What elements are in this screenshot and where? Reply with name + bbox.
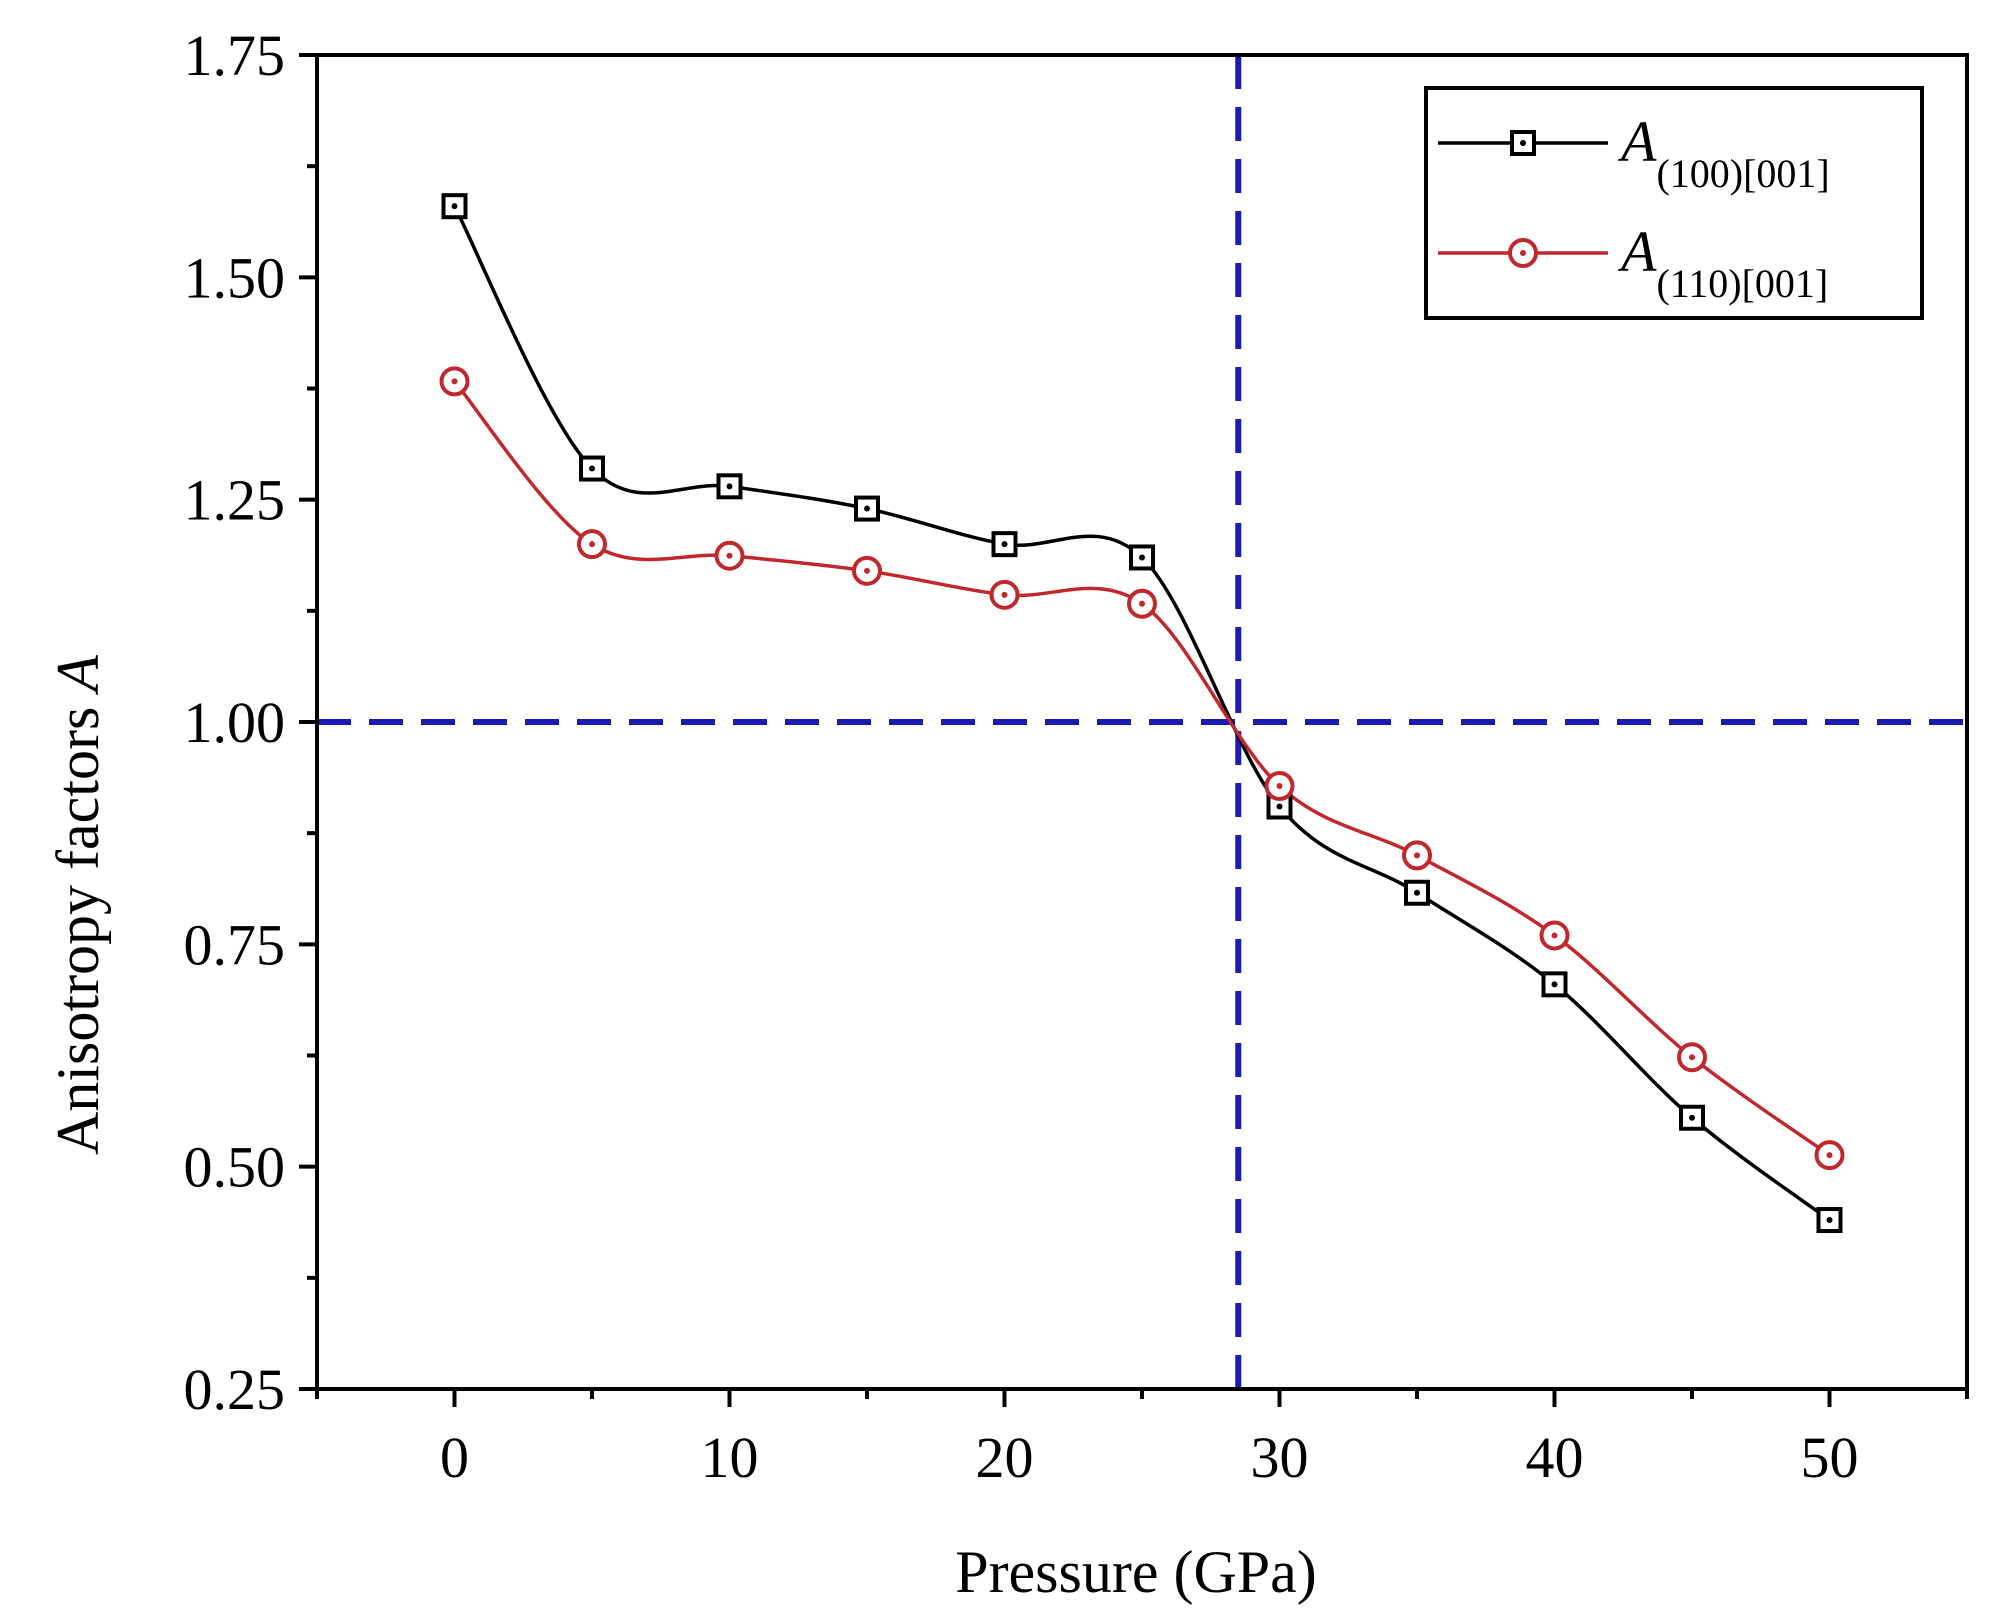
series-line-2 (453, 380, 1831, 1157)
legend-marker-2 (1508, 238, 1538, 268)
data-point-s2-8-dot (1551, 932, 1558, 939)
data-point-s1-1-dot (589, 465, 595, 472)
data-point-s1-0-dot (451, 203, 458, 210)
data-point-s1-1 (579, 455, 605, 482)
y-tick-label: 0.25 (184, 1357, 286, 1422)
data-point-s2-1 (577, 529, 607, 560)
data-point-s1-8 (1541, 971, 1568, 998)
legend-marker-1-dot (1520, 140, 1526, 146)
reference-lines (317, 55, 1967, 1389)
data-point-s2-4-dot (1001, 591, 1008, 598)
series-curves (452, 205, 1831, 1222)
data-point-s2-10-dot (1826, 1152, 1833, 1159)
legend-marker-2-dot (1520, 250, 1526, 256)
legend-marker-1 (1510, 130, 1536, 156)
legend-label-1: A(100)[001] (1617, 109, 1830, 196)
data-point-s1-3 (854, 495, 880, 522)
data-point-s1-4-dot (1001, 541, 1008, 548)
data-point-s2-5-dot (1139, 600, 1145, 607)
tick-labels: 0 10 20 30 40 50 0.25 0.50 0.75 1.00 1.25 1.50 1.75 (184, 23, 1859, 1490)
x-tick-label: 0 (440, 1425, 469, 1490)
x-axis-title: Pressure (GPa) (955, 1539, 1317, 1605)
data-point-s1-5 (1129, 544, 1155, 571)
data-point-s2-6-dot (1276, 783, 1283, 790)
data-point-s1-4 (991, 531, 1018, 558)
data-point-s1-9-dot (1689, 1114, 1695, 1121)
y-tick-label: 0.50 (184, 1135, 286, 1200)
data-point-s1-8-dot (1551, 981, 1558, 988)
y-tick-label: 1.75 (184, 23, 286, 88)
legend-subscript: (100)[001] (1656, 151, 1829, 196)
y-tick-label: 0.75 (184, 912, 286, 977)
legend-symbol: A (1617, 219, 1657, 284)
series-line-1 (452, 205, 1831, 1222)
data-point-s2-6 (1264, 771, 1295, 802)
x-tick-label: 50 (1801, 1425, 1859, 1490)
x-tick-label: 20 (976, 1425, 1034, 1490)
data-point-s2-3-dot (864, 567, 870, 574)
legend-box (1424, 86, 1924, 320)
data-point-s1-6-dot (1276, 803, 1283, 810)
data-point-s1-7 (1404, 879, 1430, 906)
data-point-s2-2-dot (726, 552, 733, 559)
x-tick-label: 40 (1526, 1425, 1584, 1490)
data-point-s2-0-dot (451, 378, 458, 385)
data-point-s2-8 (1539, 920, 1570, 951)
legend: A(100)[001]A(110)[001] (1424, 86, 1924, 320)
data-point-s2-7-dot (1414, 852, 1420, 859)
legend-label-2: A(110)[001] (1617, 219, 1828, 306)
y-axis-title: Anisotropy factors A (45, 655, 111, 1155)
data-point-s2-9-dot (1689, 1054, 1695, 1061)
data-point-s1-7-dot (1414, 889, 1420, 896)
data-point-s1-0 (441, 193, 468, 220)
y-tick-label: 1.25 (184, 468, 286, 533)
y-tick-label: 1.50 (184, 245, 286, 310)
data-point-s2-10 (1814, 1140, 1845, 1171)
x-tick-label: 30 (1251, 1425, 1309, 1490)
legend-subscript: (110)[001] (1656, 261, 1828, 306)
y-axis-title-text: Anisotropy factors (45, 692, 111, 1155)
data-point-s1-5-dot (1139, 554, 1145, 561)
series-markers (439, 193, 1845, 1234)
y-axis-title-symbol: A (45, 655, 111, 696)
data-point-s2-5 (1127, 588, 1157, 619)
data-point-s2-7 (1402, 840, 1432, 871)
data-point-s2-2 (714, 540, 745, 571)
data-point-s2-0 (439, 366, 470, 397)
data-point-s2-4 (989, 579, 1020, 610)
data-point-s2-1-dot (589, 541, 595, 548)
data-point-s2-9 (1677, 1042, 1707, 1073)
data-point-s1-2-dot (726, 483, 733, 490)
x-tick-label: 10 (701, 1425, 759, 1490)
data-point-s1-10-dot (1826, 1217, 1833, 1224)
y-tick-label: 1.00 (184, 690, 286, 755)
data-point-s1-3-dot (864, 505, 870, 512)
data-point-s1-10 (1816, 1207, 1843, 1234)
data-point-s1-9 (1679, 1104, 1705, 1131)
axes (299, 53, 1969, 1407)
legend-symbol: A (1617, 109, 1657, 174)
data-point-s2-3 (852, 555, 882, 586)
data-point-s1-2 (716, 473, 743, 500)
